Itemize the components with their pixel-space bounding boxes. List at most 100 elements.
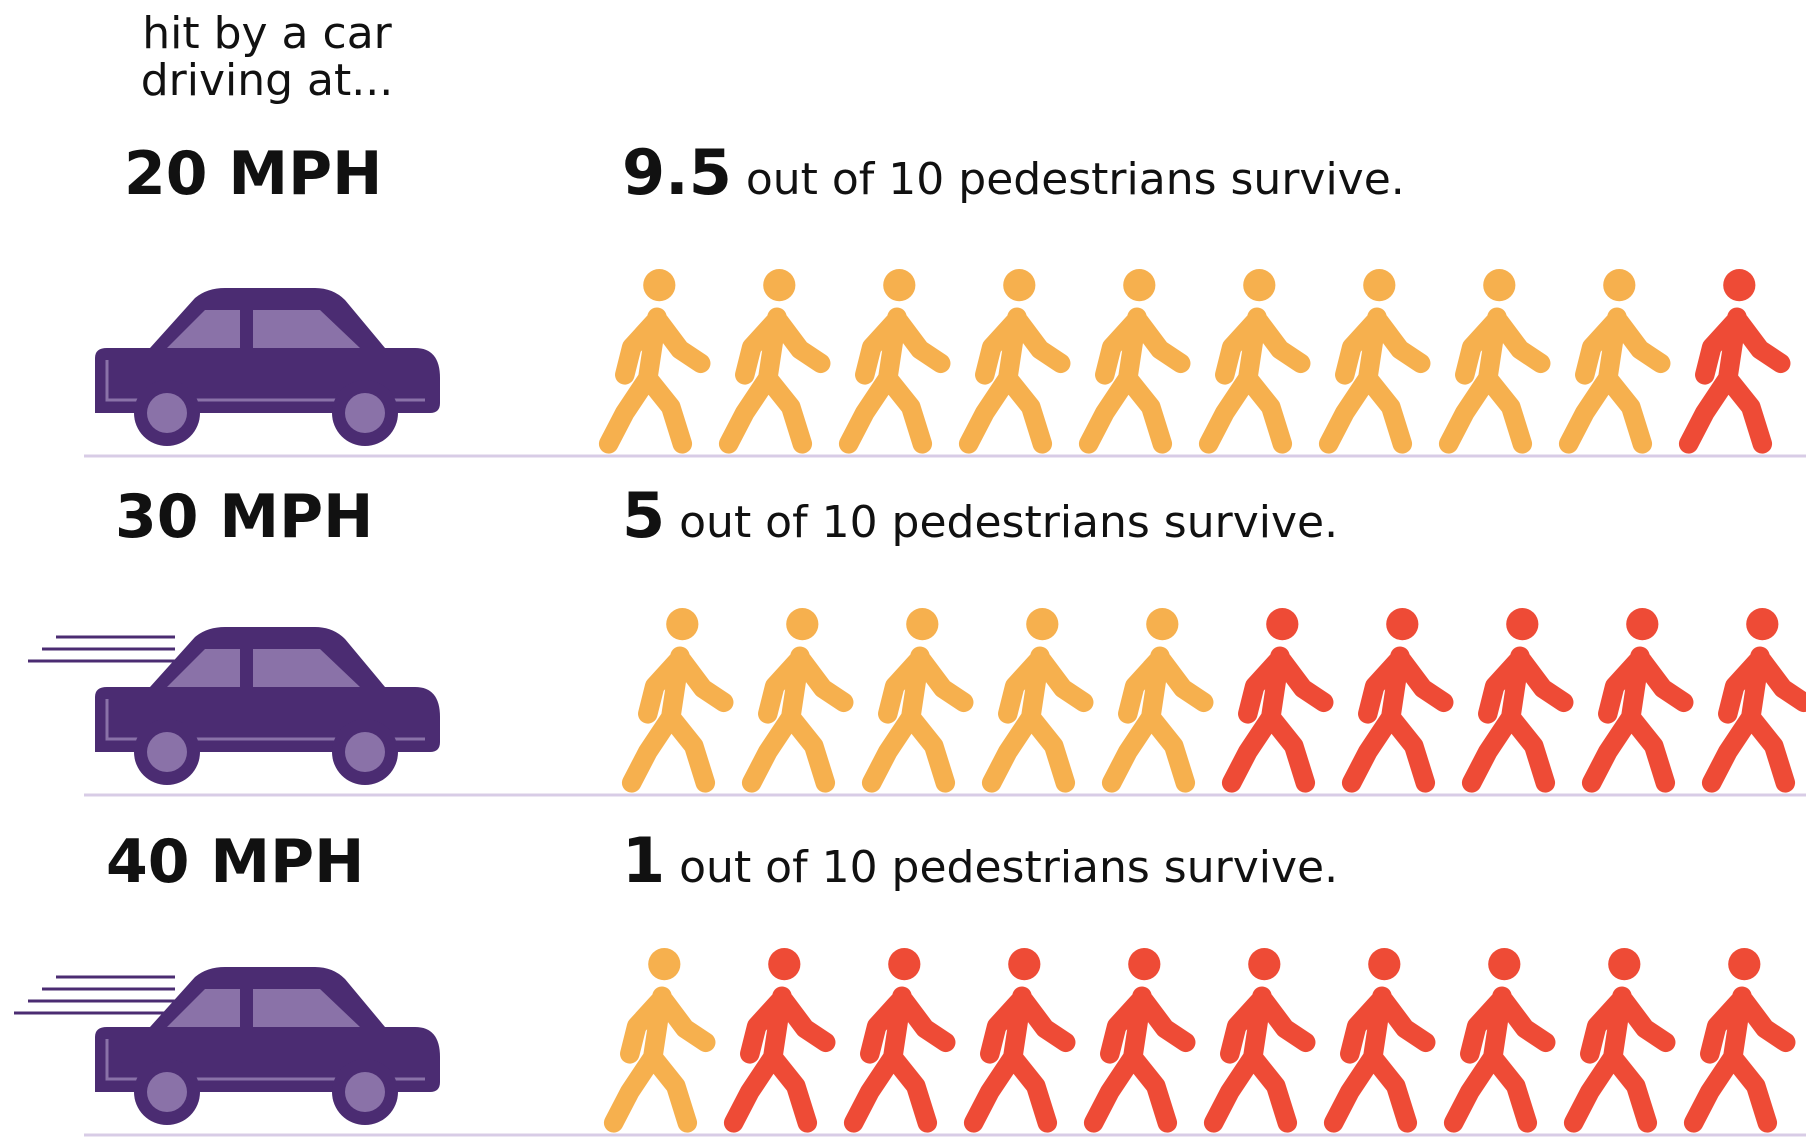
pedestrian-head <box>1483 269 1515 301</box>
pedestrian-head <box>1506 608 1538 640</box>
pedestrian-body <box>1689 317 1781 444</box>
pedestrian-body <box>1574 996 1666 1123</box>
pedestrian-head <box>1128 948 1160 980</box>
pedestrian <box>872 608 964 783</box>
pedestrian-body <box>1712 656 1804 783</box>
pedestrian <box>1694 948 1786 1123</box>
survival-text: 9.5out of 10 pedestrians survive. <box>622 136 1405 209</box>
speed-label: 40 MPH <box>106 827 364 897</box>
pedestrian-body <box>969 317 1061 444</box>
pedestrian-body <box>614 996 706 1123</box>
pedestrian <box>849 269 941 444</box>
pedestrian <box>1232 608 1324 783</box>
pedestrian-body <box>1214 996 1306 1123</box>
pedestrian-head <box>1728 948 1760 980</box>
pedestrian-head <box>786 608 818 640</box>
pedestrian-body <box>632 656 724 783</box>
pedestrian-body <box>1089 317 1181 444</box>
speed-label: 20 MPH <box>124 139 382 209</box>
pedestrian <box>1472 608 1564 783</box>
pedestrian-body <box>1329 317 1421 444</box>
survivor-count: 1 <box>622 824 665 897</box>
survival-text: 5 out of 10 pedestrians survive. <box>622 479 1338 552</box>
car-hub <box>345 393 385 433</box>
pedestrian-body <box>1472 656 1564 783</box>
survivor-count: 5 <box>622 479 665 552</box>
row: 30 MPH 5 out of 10 pedestrians survive. <box>28 479 1806 795</box>
car-hub <box>345 732 385 772</box>
speed-label: 30 MPH <box>115 482 373 552</box>
pedestrian <box>1449 269 1541 444</box>
pedestrian-head <box>768 948 800 980</box>
pedestrian-head <box>883 269 915 301</box>
pedestrian-body <box>1592 656 1684 783</box>
pedestrian-body <box>849 317 941 444</box>
pedestrian-body <box>992 656 1084 783</box>
pedestrian-body <box>1454 996 1546 1123</box>
pedestrian <box>1574 948 1666 1123</box>
pedestrian-body <box>1334 996 1426 1123</box>
pedestrian <box>729 269 821 444</box>
page: hit by a car driving at... 20 MPH 9.5out … <box>0 0 1806 1137</box>
pedestrian-head <box>1123 269 1155 301</box>
pedestrian <box>854 948 946 1123</box>
car-hub <box>147 1072 187 1112</box>
pedestrian <box>609 269 701 444</box>
pedestrian-head <box>1626 608 1658 640</box>
pedestrian-head <box>1488 948 1520 980</box>
pedestrian-body <box>872 656 964 783</box>
pedestrian-body <box>609 317 701 444</box>
pedestrian <box>992 608 1084 783</box>
pedestrian-body <box>734 996 826 1123</box>
pedestrian <box>1592 608 1684 783</box>
pedestrian <box>1094 948 1186 1123</box>
pedestrian <box>632 608 724 783</box>
car-hub <box>345 1072 385 1112</box>
pedestrian-body <box>1209 317 1301 444</box>
pedestrian-body <box>1694 996 1786 1123</box>
pedestrian <box>1209 269 1301 444</box>
pedestrian <box>734 948 826 1123</box>
pedestrian-body <box>1094 996 1186 1123</box>
pedestrian-body <box>854 996 946 1123</box>
pedestrian <box>1089 269 1181 444</box>
pedestrian-head <box>648 948 680 980</box>
pedestrian <box>1712 608 1804 783</box>
pedestrian <box>974 948 1066 1123</box>
pedestrian-body <box>974 996 1066 1123</box>
pedestrian-body <box>729 317 821 444</box>
pedestrian-head <box>1026 608 1058 640</box>
pedestrian <box>969 269 1061 444</box>
pedestrian-head <box>1003 269 1035 301</box>
pedestrian <box>1689 269 1781 444</box>
infographic: hit by a car driving at... 20 MPH 9.5out … <box>0 0 1806 1137</box>
pedestrian <box>752 608 844 783</box>
pedestrian-head <box>1368 948 1400 980</box>
pedestrian <box>1569 269 1661 444</box>
pedestrian-head <box>1746 608 1778 640</box>
header-line: hit by a car <box>142 8 392 59</box>
survival-caption: out of 10 pedestrians survive. <box>679 497 1338 548</box>
pedestrian-head <box>888 948 920 980</box>
pedestrian-body <box>1352 656 1444 783</box>
header-line: driving at... <box>141 55 393 106</box>
pedestrian-body <box>1232 656 1324 783</box>
pedestrian <box>614 948 706 1123</box>
pedestrian-head <box>1608 948 1640 980</box>
pedestrian-head <box>1266 608 1298 640</box>
pedestrian-head <box>1386 608 1418 640</box>
pedestrian-head <box>643 269 675 301</box>
pedestrian-head <box>1146 608 1178 640</box>
pedestrian-head <box>666 608 698 640</box>
pedestrian <box>1352 608 1444 783</box>
pedestrian <box>1454 948 1546 1123</box>
pedestrian-head <box>1363 269 1395 301</box>
survival-caption: out of 10 pedestrians survive. <box>746 154 1405 205</box>
pedestrian-head <box>1603 269 1635 301</box>
pedestrian-body <box>1449 317 1541 444</box>
pedestrian-head <box>1248 948 1280 980</box>
pedestrian-head <box>763 269 795 301</box>
